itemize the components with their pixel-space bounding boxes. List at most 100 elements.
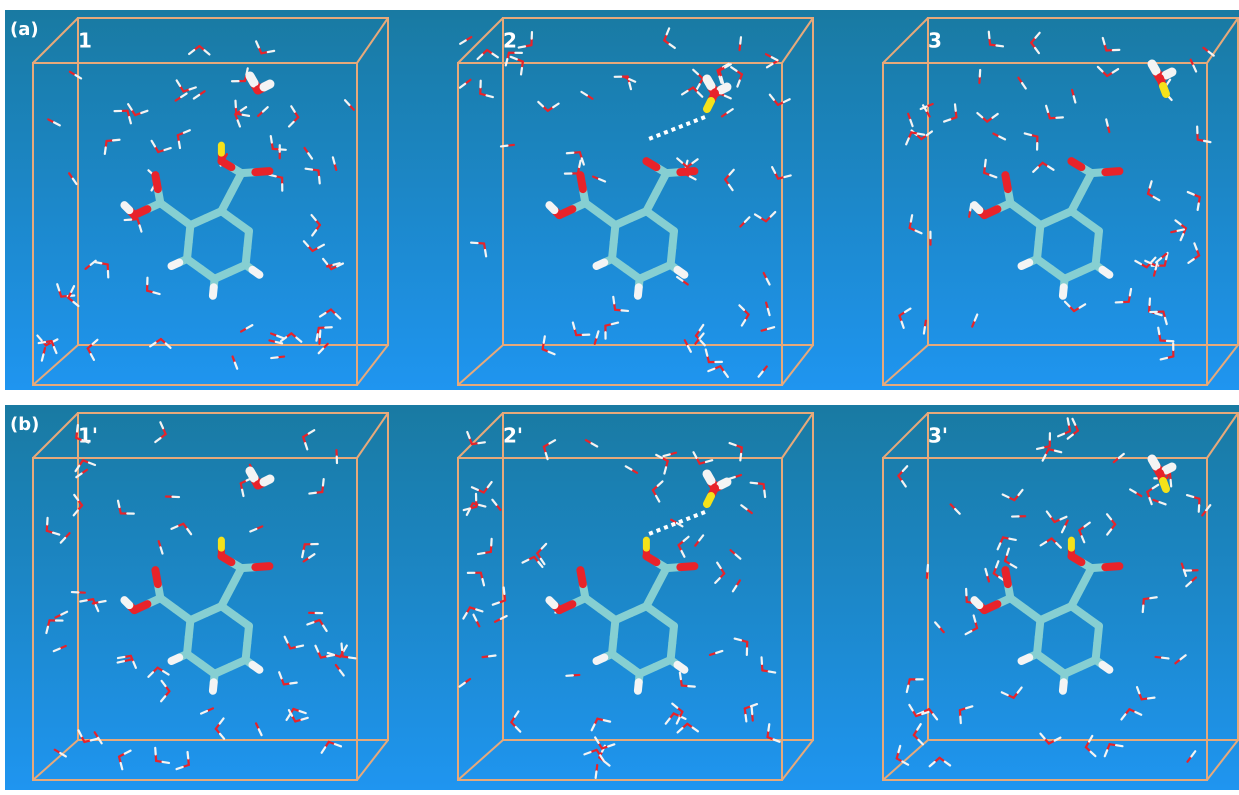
- bond: [746, 715, 747, 721]
- bond: [1143, 606, 1144, 612]
- bond: [501, 146, 507, 147]
- bond: [1071, 161, 1081, 167]
- bond: [1106, 119, 1108, 125]
- bond: [306, 169, 312, 170]
- bond: [1148, 698, 1154, 699]
- frame-label: 2': [503, 424, 523, 448]
- bond: [342, 644, 343, 650]
- bond: [680, 566, 694, 567]
- bond: [613, 297, 614, 303]
- bond: [1163, 86, 1166, 94]
- bond: [688, 686, 694, 687]
- bond: [974, 600, 979, 605]
- bond: [271, 136, 272, 142]
- bond: [597, 262, 605, 265]
- bond: [580, 175, 583, 189]
- bond: [1063, 682, 1064, 690]
- bond: [989, 32, 990, 38]
- bond: [188, 752, 189, 758]
- bond: [172, 262, 180, 265]
- bond: [680, 673, 681, 679]
- bond: [255, 566, 269, 567]
- bond: [612, 323, 618, 325]
- bond: [172, 657, 180, 660]
- bond: [549, 600, 554, 605]
- bond: [911, 215, 912, 221]
- bond: [707, 474, 711, 481]
- frame-label: 3': [928, 424, 948, 448]
- bond: [740, 37, 741, 43]
- bond: [997, 45, 1003, 46]
- bond: [721, 87, 727, 90]
- bond: [39, 342, 45, 343]
- bond: [638, 682, 639, 690]
- bond: [124, 600, 129, 605]
- bond: [579, 161, 580, 167]
- page: (a)123(b)1'2'3' (() => { const data = JS…: [0, 0, 1239, 795]
- bond: [1152, 459, 1156, 466]
- frame-label: 1': [78, 424, 98, 448]
- bond: [269, 175, 275, 176]
- bond: [46, 627, 48, 633]
- bond: [1171, 480, 1172, 486]
- bond: [622, 310, 628, 311]
- bond: [243, 115, 249, 116]
- bond: [1162, 658, 1168, 659]
- bond: [489, 655, 495, 656]
- bond: [323, 479, 324, 485]
- bond: [213, 682, 214, 690]
- bond: [309, 493, 315, 494]
- frame-label: 1: [78, 29, 92, 53]
- bond: [1105, 171, 1119, 172]
- bond: [290, 683, 296, 684]
- bond: [118, 661, 124, 662]
- bond: [1063, 287, 1064, 295]
- bond: [1150, 597, 1156, 598]
- figure: (a)123(b)1'2'3': [0, 0, 1239, 795]
- bond: [264, 84, 270, 87]
- bond: [250, 471, 254, 478]
- bond: [124, 205, 129, 210]
- bond: [1130, 289, 1131, 295]
- bond: [985, 160, 986, 166]
- bond: [118, 501, 119, 507]
- bond: [268, 51, 274, 52]
- bond: [1105, 566, 1119, 567]
- bond: [769, 671, 775, 672]
- bond: [764, 491, 765, 497]
- bond: [768, 724, 769, 730]
- bond: [678, 665, 685, 670]
- bond: [597, 657, 605, 660]
- bond: [927, 565, 928, 571]
- bond: [1166, 72, 1172, 75]
- bond: [349, 657, 355, 658]
- bond: [42, 354, 44, 360]
- bond: [629, 83, 631, 89]
- bond: [506, 59, 508, 65]
- bond: [297, 646, 303, 647]
- bond: [255, 171, 269, 172]
- bond: [678, 270, 685, 275]
- bond: [478, 553, 484, 554]
- bond: [924, 327, 925, 333]
- bond: [549, 205, 554, 210]
- bond: [118, 657, 124, 658]
- bond: [596, 771, 597, 777]
- bond: [918, 134, 924, 135]
- bond: [80, 600, 86, 601]
- bond: [680, 171, 694, 172]
- bond: [482, 579, 484, 585]
- bond: [479, 505, 485, 507]
- bond: [1055, 451, 1061, 453]
- bond: [1163, 481, 1166, 489]
- bond: [155, 570, 158, 584]
- panel-background: [5, 405, 1239, 790]
- bond: [751, 483, 757, 484]
- bond: [179, 142, 180, 148]
- bond: [1103, 665, 1110, 670]
- bond: [1152, 64, 1156, 71]
- bond: [567, 153, 573, 154]
- bond: [163, 762, 169, 763]
- bond: [95, 262, 101, 263]
- bond: [740, 454, 741, 460]
